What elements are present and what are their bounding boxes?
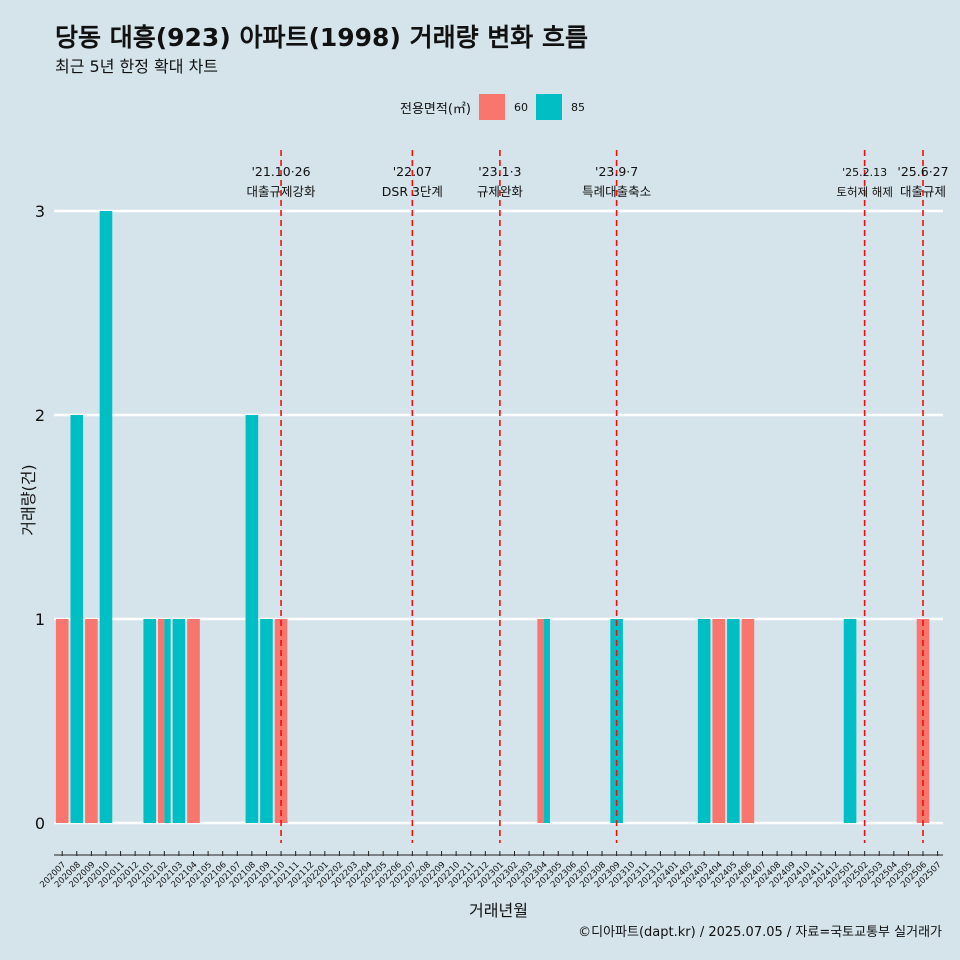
bar [741, 619, 755, 823]
event-name-label: 대출규제강화 [247, 184, 317, 199]
chart-title: 당동 대흥(923) 아파트(1998) 거래량 변화 흐름 [55, 23, 588, 52]
y-tick-label: 0 [35, 814, 45, 833]
caption: ©디아파트(dapt.kr) / 2025.07.05 / 자료=국토교통부 실… [578, 925, 942, 940]
event-name-label: DSR 3단계 [382, 184, 443, 199]
bar [158, 619, 165, 823]
bar [697, 619, 711, 823]
event-date-label: '21.10·26 [251, 164, 310, 179]
bar [543, 619, 550, 823]
legend: 전용면적(㎡) 60 85 [400, 94, 593, 120]
legend-label-85: 85 [570, 100, 585, 114]
bar [843, 619, 857, 823]
bar [99, 211, 113, 823]
x-axis-title: 거래년월 [469, 901, 528, 920]
bar [172, 619, 186, 823]
legend-title: 전용면적(㎡) [400, 101, 471, 117]
event-date-label: '25.2.13 [842, 166, 887, 179]
bar [712, 619, 726, 823]
event-name-label: 특례대출축소 [582, 184, 651, 199]
y-tick-label: 3 [35, 202, 45, 221]
event-date-label: '23.9·7 [595, 164, 638, 179]
bar [85, 619, 98, 823]
bar [143, 619, 157, 823]
legend-swatch-85 [535, 94, 562, 120]
bar [70, 415, 84, 823]
event-name-label: 대출규제 [900, 184, 946, 199]
legend-label-60: 60 [513, 100, 528, 114]
bar [187, 619, 200, 823]
event-date-label: '25.6·27 [897, 164, 948, 179]
event-date-label: '23.1·3 [478, 164, 521, 179]
bar [164, 619, 171, 823]
bar [245, 415, 259, 823]
event-date-label: '22.07 [393, 164, 432, 179]
legend-swatch-60 [478, 94, 505, 120]
y-tick-label: 1 [35, 610, 45, 629]
y-axis-title: 거래량(건) [19, 464, 38, 535]
bar [537, 619, 544, 823]
event-name-label: 규제완화 [477, 184, 524, 199]
chart-subtitle: 최근 5년 한정 확대 차트 [55, 57, 219, 76]
bar [260, 619, 273, 823]
y-tick-label: 2 [35, 406, 45, 425]
bar [727, 619, 740, 823]
bar [55, 619, 69, 823]
event-name-label: 토허제 해제 [836, 185, 893, 199]
